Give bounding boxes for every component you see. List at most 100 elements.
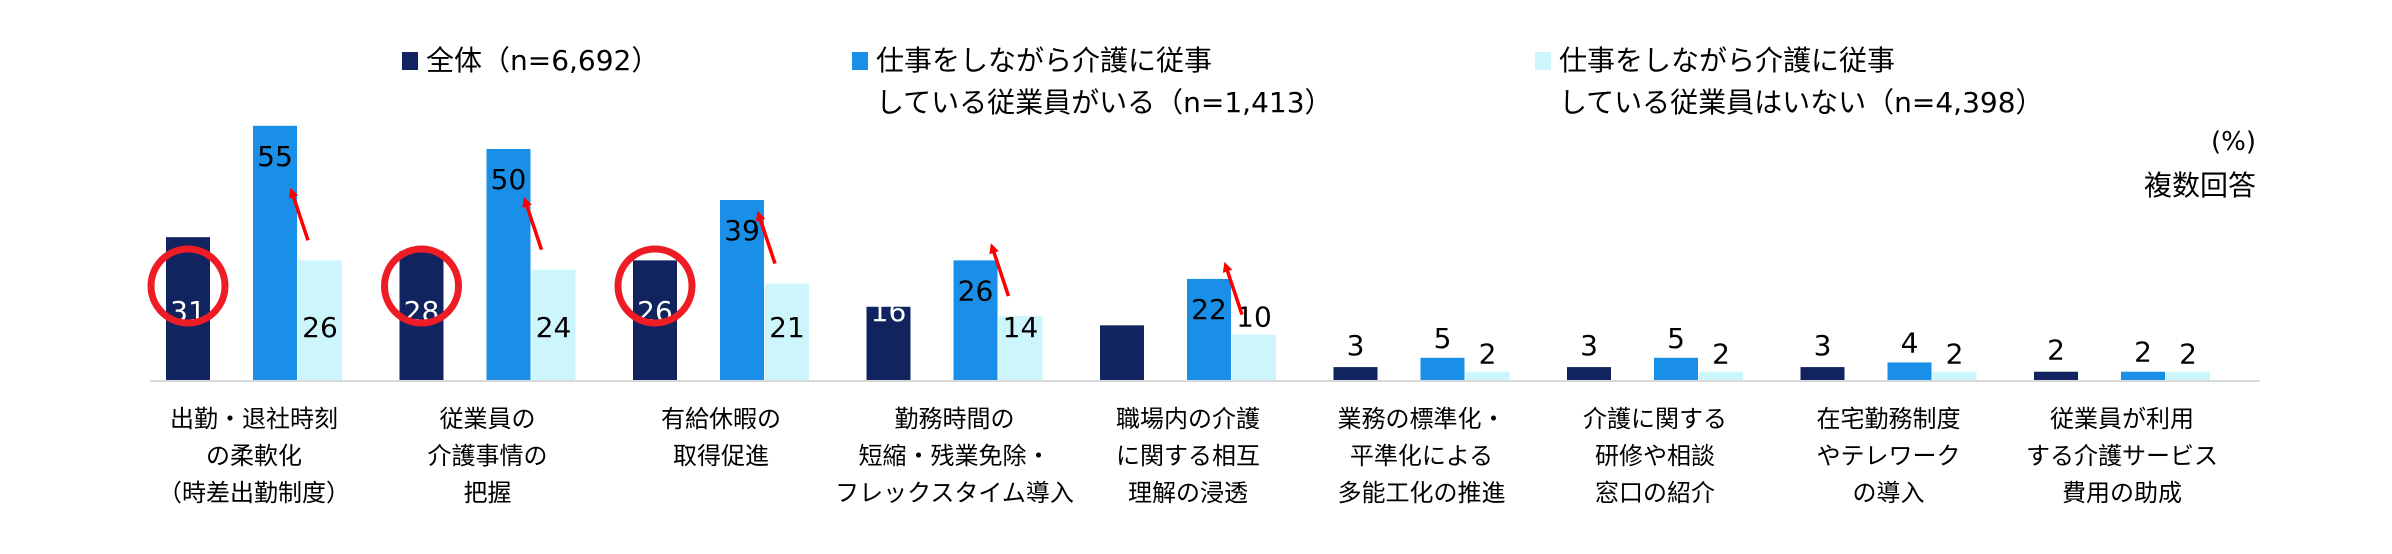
bar-s2-c5 [1465, 371, 1510, 381]
legend-label-2-line-1: している従業員はいない（n=4,398） [1559, 86, 2044, 119]
category-label-5-line-0: 業務の標準化・ [1338, 405, 1506, 433]
value-label-s1-c6: 5 [1667, 322, 1685, 355]
bar-s1-c4 [1187, 278, 1231, 381]
value-label-s1-c2: 39 [724, 214, 760, 247]
legend-swatch-0 [402, 52, 418, 70]
bar-s1-c7 [1887, 362, 1932, 381]
category-label-5-line-1: 平準化による [1350, 442, 1493, 470]
category-label-2-line-0: 有給休暇の [661, 405, 781, 433]
value-label-s0-c3: 16 [871, 295, 907, 328]
value-label-s2-c1: 24 [536, 311, 572, 344]
bars [166, 125, 2210, 381]
bar-s2-c2 [765, 283, 809, 381]
category-label-3-line-2: フレックスタイム導入 [835, 479, 1074, 507]
category-label-1-line-1: 介護事情の [428, 442, 548, 470]
category-label-8-line-1: する介護サービス [2026, 442, 2218, 470]
value-label-s0-c4: 12 [1104, 295, 1140, 328]
category-label-3-line-1: 短縮・残業免除・ [859, 442, 1051, 470]
value-label-s1-c1: 50 [491, 163, 527, 196]
value-label-s0-c7: 3 [1814, 329, 1832, 362]
category-label-0-line-0: 出勤・退社時刻 [170, 405, 338, 433]
value-label-s0-c5: 3 [1347, 329, 1365, 362]
bar-s0-c4 [1100, 325, 1144, 381]
bar-s0-c0 [166, 237, 210, 381]
bar-s0-c8 [2034, 371, 2078, 381]
bar-s1-c0 [253, 125, 297, 381]
category-label-1-line-0: 従業員の [440, 405, 536, 433]
multiple-answer-note: 複数回答 [2144, 169, 2256, 202]
value-label-s1-c4: 22 [1191, 293, 1227, 326]
bar-s1-c6 [1654, 357, 1698, 381]
bar-s0-c5 [1333, 367, 1378, 381]
bar-s2-c7 [1932, 371, 1977, 381]
category-label-6-line-2: 窓口の紹介 [1595, 479, 1715, 507]
category-label-4-line-1: に関する相互 [1116, 442, 1260, 470]
category-label-0-line-2: （時差出勤制度） [158, 479, 350, 507]
bar-s0-c7 [1800, 367, 1845, 381]
bar-s2-c8 [2166, 371, 2210, 381]
value-label-s0-c8: 2 [2047, 334, 2065, 367]
legend-swatch-2 [1535, 52, 1551, 70]
value-label-s0-c6: 3 [1580, 329, 1598, 362]
bar-s1-c5 [1420, 357, 1465, 381]
bar-s1-c1 [486, 149, 531, 381]
unit-label: (%) [2211, 127, 2256, 157]
bar-s2-c0 [298, 260, 342, 381]
value-label-s1-c3: 26 [958, 274, 994, 307]
increase-arrow-0 [288, 187, 310, 241]
legend-label-1-line-0: 仕事をしながら介護に従事 [876, 44, 1212, 77]
increase-arrow-2 [755, 210, 777, 265]
legend-swatch-1 [852, 52, 868, 70]
bar-s1-c8 [2121, 371, 2165, 381]
bar-s0-c3 [866, 306, 911, 381]
value-label-s2-c4: 10 [1236, 301, 1272, 334]
increase-arrow-3 [989, 243, 1011, 297]
category-label-6-line-1: 研修や相談 [1595, 442, 1715, 470]
bar-s1-c3 [953, 260, 998, 381]
increase-arrow-4 [1222, 261, 1244, 316]
bar-s0-c6 [1567, 367, 1611, 381]
category-label-8-line-0: 従業員が利用 [2050, 405, 2194, 433]
highlight-circle-1 [381, 245, 462, 327]
category-label-2-line-1: 取得促進 [673, 442, 769, 470]
category-label-4-line-2: 理解の浸透 [1128, 479, 1248, 507]
highlight-circles [147, 245, 696, 327]
bar-s0-c1 [399, 251, 444, 381]
category-label-5-line-2: 多能工化の推進 [1338, 479, 1506, 507]
legend-label-2-line-0: 仕事をしながら介護に従事 [1559, 44, 1895, 77]
legend-label-1-line-1: している従業員がいる（n=1,413） [876, 86, 1333, 119]
legend-label-0-line-0: 全体（n=6,692） [426, 44, 659, 77]
value-label-s1-c8: 2 [2134, 336, 2152, 369]
value-label-s2-c3: 14 [1003, 311, 1039, 344]
value-label-s2-c6: 2 [1712, 338, 1730, 371]
category-label-7-line-2: の導入 [1853, 479, 1925, 507]
category-label-8-line-2: 費用の助成 [2062, 479, 2182, 507]
increase-arrow-1 [522, 196, 544, 251]
category-label-3-line-0: 勤務時間の [895, 405, 1015, 433]
category-label-4-line-0: 職場内の介護 [1116, 405, 1260, 433]
bar-s1-c2 [720, 200, 764, 381]
bar-s2-c6 [1699, 371, 1743, 381]
category-label-0-line-1: の柔軟化 [206, 442, 302, 470]
value-label-s1-c0: 55 [257, 140, 293, 173]
value-label-s1-c7: 4 [1901, 326, 1919, 359]
category-label-7-line-0: 在宅勤務制度 [1817, 405, 1961, 433]
value-label-s2-c0: 26 [302, 311, 338, 344]
category-label-1-line-2: 把握 [464, 479, 512, 507]
value-label-s2-c2: 21 [769, 311, 805, 344]
increase-arrows [288, 187, 1244, 316]
value-label-s2-c8: 2 [2179, 338, 2197, 371]
category-label-6-line-0: 介護に関する [1583, 405, 1727, 433]
legend: 全体（n=6,692） 仕事をしながら介護に従事している従業員がいる（n=1,41… [402, 44, 2044, 119]
highlight-circle-0 [147, 245, 229, 327]
category-label-7-line-1: やテレワーク [1817, 442, 1961, 470]
bar-s2-c1 [531, 269, 576, 381]
bar-s2-c4 [1232, 334, 1276, 381]
highlight-circle-2 [614, 245, 696, 327]
value-label-s1-c5: 5 [1434, 322, 1452, 355]
bar-s2-c3 [998, 316, 1043, 381]
value-label-s2-c7: 2 [1946, 338, 1964, 371]
